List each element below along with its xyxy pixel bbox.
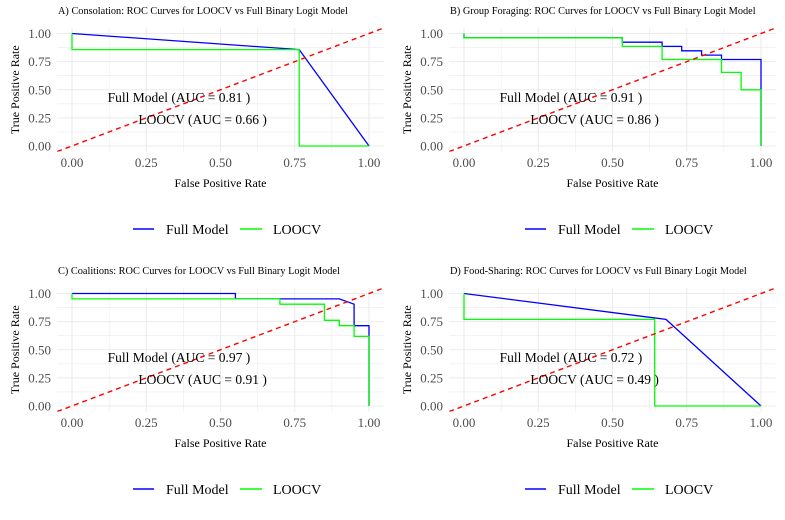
chart-title: C) Coalitions: ROC Curves for LOOCV vs F…	[58, 266, 340, 277]
x-axis-title: False Positive Rate	[175, 176, 267, 190]
y-tick-label: 1.00	[28, 286, 51, 301]
legend-label-loocv: LOOCV	[273, 483, 321, 498]
chart-title: D) Food-Sharing: ROC Curves for LOOCV vs…	[450, 266, 747, 277]
chart-title: A) Consolation: ROC Curves for LOOCV vs …	[58, 6, 348, 17]
y-tick-label: 0.50	[420, 342, 443, 357]
diagonal-reference-line	[449, 27, 776, 152]
legend-label-full-model: Full Model	[166, 483, 229, 498]
grid	[449, 27, 776, 152]
y-tick-label: 0.75	[420, 314, 443, 329]
x-tick-label: 0.25	[527, 415, 550, 430]
y-tick-label: 0.00	[28, 399, 51, 414]
series-lines	[449, 27, 776, 152]
legend-label-full-model: Full Model	[558, 483, 621, 498]
loocv-roc-line	[71, 293, 370, 406]
x-tick-label: 0.75	[283, 155, 306, 170]
legend-label-loocv: LOOCV	[273, 223, 321, 238]
y-tick-label: 1.00	[420, 286, 443, 301]
loocv-auc-label: LOOCV (AUC = 0.86 )	[530, 112, 659, 127]
grid	[449, 287, 776, 412]
x-tick-label: 0.00	[61, 415, 84, 430]
x-tick-label: 0.50	[601, 415, 624, 430]
legend: Full Model LOOCV	[525, 223, 713, 238]
y-tick-label: 0.75	[28, 314, 51, 329]
loocv-auc-label: LOOCV (AUC = 0.66 )	[138, 112, 267, 127]
full-model-auc-label: Full Model (AUC = 0.97 )	[108, 350, 251, 365]
y-tick-label: 1.00	[420, 26, 443, 41]
x-tick-label: 0.75	[675, 415, 698, 430]
y-axis-title: True Positive Rate	[400, 305, 414, 394]
y-tick-label: 0.75	[420, 54, 443, 69]
roc-panel-a: A) Consolation: ROC Curves for LOOCV vs …	[8, 6, 384, 238]
legend: Full Model LOOCV	[525, 483, 713, 498]
y-axis-title: True Positive Rate	[400, 45, 414, 134]
x-tick-label: 0.00	[453, 155, 476, 170]
full-model-auc-label: Full Model (AUC = 0.81 )	[108, 90, 251, 105]
series-lines	[57, 287, 384, 412]
legend-label-loocv: LOOCV	[665, 483, 713, 498]
x-tick-label: 1.00	[358, 415, 381, 430]
y-axis-title: True Positive Rate	[8, 305, 22, 394]
x-tick-label: 0.00	[61, 155, 84, 170]
x-tick-label: 0.50	[601, 155, 624, 170]
roc-panel-b: B) Group Foraging: ROC Curves for LOOCV …	[400, 6, 776, 238]
legend-label-full-model: Full Model	[558, 223, 621, 238]
y-tick-label: 0.00	[420, 399, 443, 414]
diagonal-reference-line	[57, 27, 384, 152]
x-tick-label: 0.50	[209, 155, 232, 170]
x-tick-label: 1.00	[358, 155, 381, 170]
chart-title: B) Group Foraging: ROC Curves for LOOCV …	[450, 6, 756, 17]
y-tick-label: 0.25	[420, 110, 443, 125]
y-tick-label: 0.25	[28, 110, 51, 125]
x-tick-label: 0.75	[675, 155, 698, 170]
legend-label-loocv: LOOCV	[665, 223, 713, 238]
loocv-roc-line	[463, 33, 762, 146]
x-tick-label: 0.25	[135, 155, 158, 170]
legend: Full Model LOOCV	[133, 223, 321, 238]
y-tick-label: 0.00	[28, 139, 51, 154]
y-tick-label: 0.75	[28, 54, 51, 69]
full-model-auc-label: Full Model (AUC = 0.72 )	[500, 350, 643, 365]
y-tick-label: 0.50	[28, 82, 51, 97]
full-model-roc-line	[463, 292, 762, 407]
x-tick-label: 1.00	[750, 415, 773, 430]
y-tick-label: 0.25	[420, 370, 443, 385]
diagonal-reference-line	[57, 287, 384, 412]
roc-panel-c: C) Coalitions: ROC Curves for LOOCV vs F…	[8, 266, 384, 498]
loocv-auc-label: LOOCV (AUC = 0.49 )	[530, 372, 659, 387]
loocv-roc-line	[463, 293, 761, 407]
y-tick-label: 0.50	[28, 342, 51, 357]
roc-panel-d: D) Food-Sharing: ROC Curves for LOOCV vs…	[400, 266, 776, 498]
y-axis-title: True Positive Rate	[8, 45, 22, 134]
y-tick-label: 0.50	[420, 82, 443, 97]
loocv-roc-line	[71, 33, 369, 147]
diagonal-reference-line	[449, 287, 776, 412]
series-lines	[57, 27, 384, 152]
x-tick-label: 0.50	[209, 415, 232, 430]
legend: Full Model LOOCV	[133, 483, 321, 498]
x-axis-title: False Positive Rate	[175, 436, 267, 450]
loocv-auc-label: LOOCV (AUC = 0.91 )	[138, 372, 267, 387]
x-tick-label: 0.25	[135, 415, 158, 430]
x-tick-label: 0.00	[453, 415, 476, 430]
x-tick-label: 1.00	[750, 155, 773, 170]
x-axis-title: False Positive Rate	[567, 436, 659, 450]
x-axis-title: False Positive Rate	[567, 176, 659, 190]
y-tick-label: 0.00	[420, 139, 443, 154]
x-tick-label: 0.25	[527, 155, 550, 170]
legend-label-full-model: Full Model	[166, 223, 229, 238]
full-model-auc-label: Full Model (AUC = 0.91 )	[500, 90, 643, 105]
y-tick-label: 1.00	[28, 26, 51, 41]
y-tick-label: 0.25	[28, 370, 51, 385]
grid	[57, 27, 384, 152]
series-lines	[449, 287, 776, 412]
x-tick-label: 0.75	[283, 415, 306, 430]
